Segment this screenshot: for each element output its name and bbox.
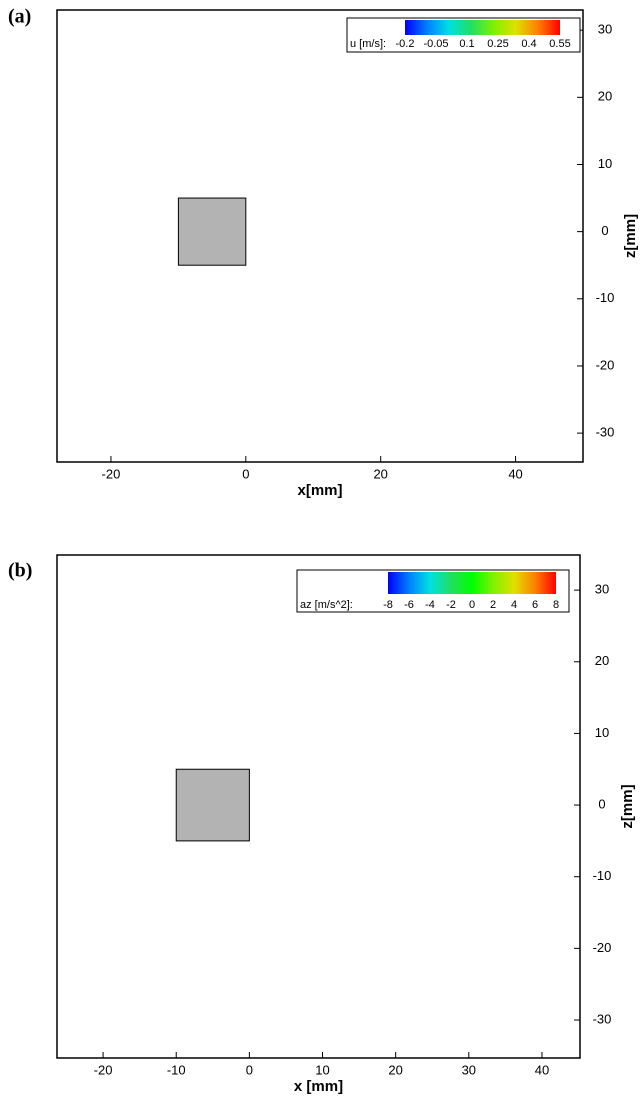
panel-label: (b) [8,560,32,582]
colorbar-tick-label: 0.4 [521,38,536,50]
x-tick-label: -10 [167,1062,186,1077]
y-tick-label: -10 [596,290,615,305]
x-tick-label: -20 [102,466,121,481]
y-tick-label: 10 [595,725,609,740]
colorbar [405,20,560,35]
y-tick-label: -10 [593,868,612,883]
y-tick-label: 20 [598,89,612,104]
y-tick-label: 0 [601,223,608,238]
x-tick-label: 0 [246,1062,253,1077]
colorbar-tick-label: -0.05 [423,38,448,50]
plot-frame [56,554,581,1059]
x-tick-label: 20 [373,466,387,481]
x-tick-label: 30 [462,1062,476,1077]
x-axis-label: x[mm] [297,482,342,499]
colorbar-tick-label: 4 [511,599,517,611]
y-tick-label: 20 [595,653,609,668]
colorbar-tick-label: -0.2 [396,38,415,50]
colorbar-tick-label: 0.25 [487,38,508,50]
colorbar-title: az [m/s^2]: [300,599,353,611]
y-tick-label: 30 [595,582,609,597]
obstacle [177,197,247,266]
colorbar-tick-label: -8 [383,599,393,611]
x-tick-label: 10 [315,1062,329,1077]
y-tick-label: 0 [598,797,605,812]
y-axis-label: z[mm] [622,214,639,258]
x-tick-label: -20 [94,1062,113,1077]
x-tick-label: 40 [508,466,522,481]
plot-frame [56,9,584,463]
panel-label: (a) [8,6,31,28]
colorbar-tick-label: 0.55 [549,38,570,50]
colorbar [388,572,556,594]
colorbar-tick-label: 6 [532,599,538,611]
colorbar-tick-label: -4 [425,599,435,611]
colorbar-title: u [m/s]: [350,38,386,50]
colorbar-tick-label: 0 [469,599,475,611]
x-tick-label: 40 [535,1062,549,1077]
colorbar-tick-label: -6 [404,599,414,611]
colorbar-tick-label: 2 [490,599,496,611]
y-tick-label: -30 [596,425,615,440]
x-tick-label: 20 [388,1062,402,1077]
y-tick-label: 10 [598,156,612,171]
y-tick-label: -30 [593,1011,612,1026]
y-tick-label: -20 [596,357,615,372]
y-tick-label: 30 [598,22,612,37]
y-tick-label: -20 [593,940,612,955]
colorbar-tick-label: -2 [446,599,456,611]
x-tick-label: 0 [242,466,249,481]
y-axis-label: z[mm] [619,784,636,828]
obstacle [175,768,250,842]
x-axis-label: x [mm] [294,1078,343,1095]
colorbar-tick-label: 0.1 [459,38,474,50]
colorbar-tick-label: 8 [553,599,559,611]
